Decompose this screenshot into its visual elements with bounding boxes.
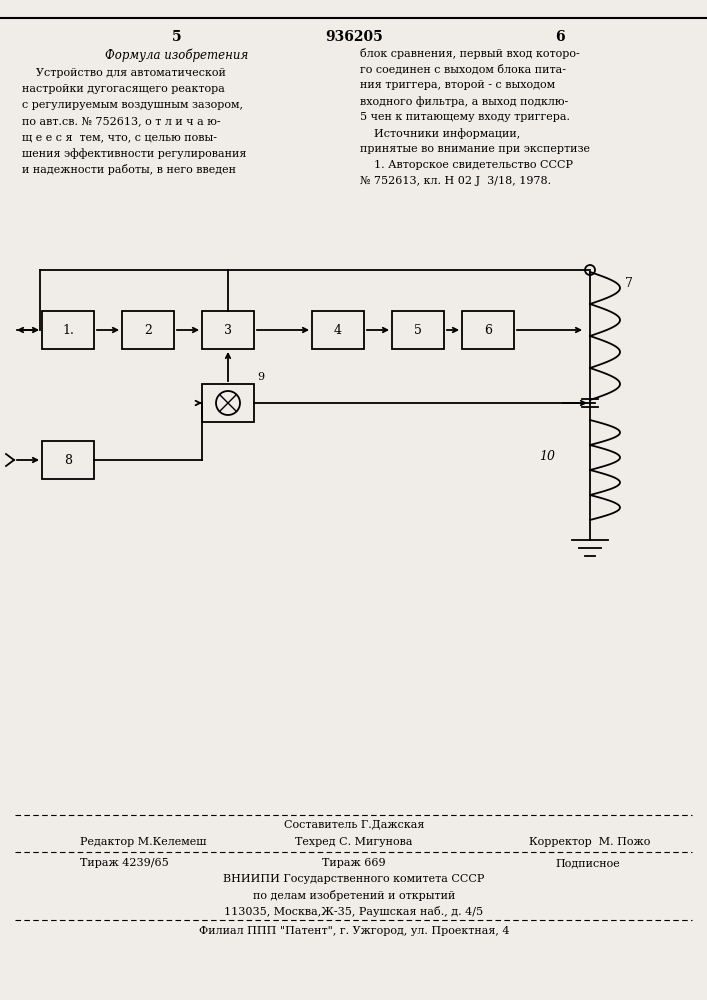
Text: го соединен с выходом блока пита-: го соединен с выходом блока пита-	[360, 64, 566, 75]
Text: по авт.св. № 752613, о т л и ч а ю-: по авт.св. № 752613, о т л и ч а ю-	[22, 116, 221, 126]
Text: и надежности работы, в него введен: и надежности работы, в него введен	[22, 164, 236, 175]
Text: 5: 5	[173, 30, 182, 44]
Text: шения эффективности регулирования: шения эффективности регулирования	[22, 148, 246, 159]
Text: 3: 3	[224, 324, 232, 336]
Text: 1.: 1.	[62, 324, 74, 336]
Text: 9: 9	[257, 372, 264, 382]
Text: с регулируемым воздушным зазором,: с регулируемым воздушным зазором,	[22, 100, 243, 110]
Text: 6: 6	[484, 324, 492, 336]
Text: 5: 5	[414, 324, 422, 336]
Text: 5 чен к питающему входу триггера.: 5 чен к питающему входу триггера.	[360, 112, 570, 122]
Bar	[392, 311, 444, 349]
Text: 2: 2	[144, 324, 152, 336]
Text: 8: 8	[64, 454, 72, 466]
Text: № 752613, кл. Н 02 J  3/18, 1978.: № 752613, кл. Н 02 J 3/18, 1978.	[360, 176, 551, 186]
Text: Тираж 4239/65: Тираж 4239/65	[80, 858, 169, 868]
Text: ния триггера, второй - с выходом: ния триггера, второй - с выходом	[360, 80, 555, 90]
Text: 936205: 936205	[325, 30, 383, 44]
Text: 4: 4	[334, 324, 342, 336]
Bar	[312, 311, 364, 349]
Text: 1. Авторское свидетельство СССР: 1. Авторское свидетельство СССР	[360, 160, 573, 170]
Text: блок сравнения, первый вход которо-: блок сравнения, первый вход которо-	[360, 48, 580, 59]
Text: настройки дугогасящего реактора: настройки дугогасящего реактора	[22, 84, 225, 94]
Text: ВНИИПИ Государственного комитета СССР: ВНИИПИ Государственного комитета СССР	[223, 874, 485, 884]
Text: Устройство для автоматической: Устройство для автоматической	[22, 68, 226, 78]
Text: принятые во внимание при экспертизе: принятые во внимание при экспертизе	[360, 144, 590, 154]
Bar	[42, 311, 94, 349]
Text: 10: 10	[539, 450, 555, 463]
Text: Тираж 669: Тираж 669	[322, 858, 386, 868]
Text: Филиал ППП "Патент", г. Ужгород, ул. Проектная, 4: Филиал ППП "Патент", г. Ужгород, ул. Про…	[199, 926, 509, 936]
Bar	[462, 311, 514, 349]
Text: 7: 7	[625, 277, 633, 290]
Bar	[202, 311, 254, 349]
Text: Корректор  М. Пожо: Корректор М. Пожо	[529, 837, 650, 847]
Text: входного фильтра, а выход подклю-: входного фильтра, а выход подклю-	[360, 96, 568, 107]
Text: по делам изобретений и открытий: по делам изобретений и открытий	[253, 890, 455, 901]
Text: Подписное: Подписное	[555, 858, 620, 868]
Bar	[42, 441, 94, 479]
Text: 113035, Москва,Ж-35, Раушская наб., д. 4/5: 113035, Москва,Ж-35, Раушская наб., д. 4…	[224, 906, 484, 917]
Text: 6: 6	[555, 30, 565, 44]
Bar	[202, 384, 254, 422]
Text: Техред С. Мигунова: Техред С. Мигунова	[296, 837, 413, 847]
Text: Редактор М.Келемеш: Редактор М.Келемеш	[80, 837, 206, 847]
Text: щ е е с я  тем, что, с целью повы-: щ е е с я тем, что, с целью повы-	[22, 132, 217, 142]
Text: Формула изобретения: Формула изобретения	[105, 48, 249, 62]
Bar	[122, 311, 174, 349]
Text: Источники информации,: Источники информации,	[360, 128, 520, 139]
Text: Составитель Г.Дажская: Составитель Г.Дажская	[284, 819, 424, 829]
